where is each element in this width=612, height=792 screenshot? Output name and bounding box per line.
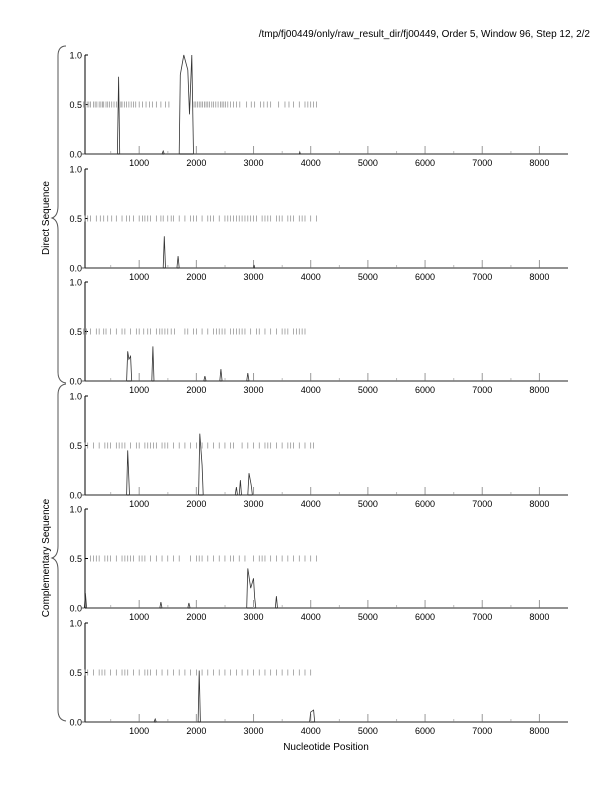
- x-tick-label: 8000: [529, 272, 549, 282]
- y-tick-label: 0.0: [69, 718, 82, 728]
- x-tick-label: 7000: [472, 499, 492, 509]
- bracket-direct: [50, 45, 67, 384]
- coding-potential-line: [82, 568, 568, 609]
- x-tick-label: 7000: [472, 272, 492, 282]
- coding-potential-line: [82, 236, 568, 269]
- x-tick-label: 6000: [415, 612, 435, 622]
- x-tick-label: 1000: [129, 385, 149, 395]
- y-tick-label: 0.5: [69, 668, 82, 678]
- y-tick-label: 0.0: [69, 150, 82, 160]
- panel-direct-frame-3: 0.0 0.5 1.0 1000 2000 3000 4000 5000 6000 7000 800…: [69, 278, 568, 395]
- x-tick-label: 6000: [415, 499, 435, 509]
- y-tick-label: 0.5: [69, 441, 82, 451]
- x-tick-label: 6000: [415, 385, 435, 395]
- x-tick-label: 8000: [529, 726, 549, 736]
- y-tick-label: 0.5: [69, 214, 82, 224]
- x-tick-label: 3000: [244, 726, 264, 736]
- panel-complementary-frame-2: 0.0 0.5 1.0 1000 2000 3000 4000 5000 6000 7000 800…: [69, 505, 568, 622]
- panel-direct-frame-1: 0.0 0.5 1.0 1000 2000 3000 4000 5000 6000 7000 800…: [69, 51, 568, 168]
- x-tick-label: 2000: [186, 158, 206, 168]
- panel-complementary-frame-3: 0.0 0.5 1.0 1000 2000 3000 4000 5000 6000 7000 800…: [69, 619, 568, 736]
- x-tick-label: 6000: [415, 272, 435, 282]
- coding-potential-line: [82, 433, 568, 496]
- x-tick-label: 4000: [301, 385, 321, 395]
- x-tick-label: 8000: [529, 612, 549, 622]
- panel-direct-frame-2: 0.0 0.5 1.0 1000 2000 3000 4000 5000 6000 7000 800…: [69, 165, 568, 282]
- x-axis-label: Nucleotide Position: [283, 742, 369, 753]
- y-tick-label: 1.0: [69, 619, 82, 629]
- x-tick-label: 2000: [186, 385, 206, 395]
- x-tick-label: 2000: [186, 612, 206, 622]
- y-tick-label: 0.0: [69, 604, 82, 614]
- y-tick-label: 1.0: [69, 392, 82, 402]
- x-tick-label: 5000: [358, 272, 378, 282]
- x-tick-label: 3000: [244, 612, 264, 622]
- y-tick-label: 0.5: [69, 100, 82, 110]
- y-tick-label: 0.0: [69, 377, 82, 387]
- x-tick-label: 8000: [529, 158, 549, 168]
- x-tick-label: 6000: [415, 726, 435, 736]
- x-tick-label: 5000: [358, 499, 378, 509]
- x-tick-label: 1000: [129, 272, 149, 282]
- x-tick-label: 1000: [129, 499, 149, 509]
- x-tick-label: 1000: [129, 612, 149, 622]
- y-tick-label: 0.0: [69, 491, 82, 501]
- x-tick-label: 7000: [472, 385, 492, 395]
- panel-complementary-frame-1: 0.0 0.5 1.0 1000 2000 3000 4000 5000 6000 7000 800…: [69, 392, 568, 509]
- x-tick-label: 5000: [358, 612, 378, 622]
- x-tick-label: 7000: [472, 612, 492, 622]
- y-tick-label: 1.0: [69, 165, 82, 175]
- x-tick-label: 7000: [472, 158, 492, 168]
- x-tick-label: 4000: [301, 272, 321, 282]
- x-tick-label: 4000: [301, 499, 321, 509]
- coding-potential-line: [82, 54, 568, 155]
- x-tick-label: 8000: [529, 385, 549, 395]
- x-tick-label: 2000: [186, 726, 206, 736]
- x-tick-label: 5000: [358, 385, 378, 395]
- x-tick-label: 4000: [301, 726, 321, 736]
- x-tick-label: 1000: [129, 158, 149, 168]
- bracket-complementary: [50, 383, 67, 722]
- x-tick-label: 2000: [186, 499, 206, 509]
- x-tick-label: 7000: [472, 726, 492, 736]
- y-tick-label: 0.5: [69, 327, 82, 337]
- coding-potential-line: [82, 346, 568, 382]
- group-label-complementary: Complementary Sequence: [41, 498, 52, 617]
- chart-title: /tmp/fj00449/only/raw_result_dir/fj00449…: [259, 29, 591, 40]
- x-tick-label: 5000: [358, 726, 378, 736]
- x-tick-label: 3000: [244, 158, 264, 168]
- x-tick-label: 4000: [301, 158, 321, 168]
- x-tick-label: 4000: [301, 612, 321, 622]
- x-tick-label: 3000: [244, 272, 264, 282]
- y-tick-label: 1.0: [69, 278, 82, 288]
- y-tick-label: 1.0: [69, 505, 82, 515]
- y-tick-label: 0.0: [69, 264, 82, 274]
- y-tick-label: 1.0: [69, 51, 82, 61]
- x-tick-label: 3000: [244, 499, 264, 509]
- x-tick-label: 2000: [186, 272, 206, 282]
- group-label-direct: Direct Sequence: [41, 181, 52, 255]
- y-tick-label: 0.5: [69, 554, 82, 564]
- x-tick-label: 1000: [129, 726, 149, 736]
- x-tick-label: 5000: [358, 158, 378, 168]
- x-tick-label: 8000: [529, 499, 549, 509]
- coding-potential-line: [82, 670, 568, 723]
- x-tick-label: 6000: [415, 158, 435, 168]
- x-tick-label: 3000: [244, 385, 264, 395]
